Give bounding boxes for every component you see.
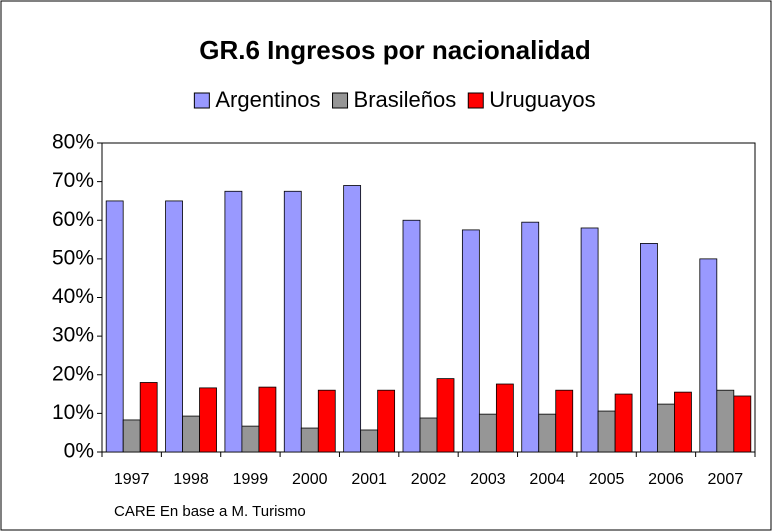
legend-label: Argentinos (215, 87, 320, 112)
bar (258, 386, 277, 453)
x-tick-label: 2000 (292, 471, 328, 488)
bar (139, 382, 158, 453)
bar (343, 185, 362, 453)
x-tick-label: 2001 (351, 471, 387, 488)
bar (495, 383, 514, 453)
bar (699, 258, 718, 453)
bar (105, 200, 124, 453)
legend-swatch (332, 92, 349, 109)
legend-swatch (193, 92, 210, 109)
bar (614, 393, 633, 453)
y-tick-label: 60% (52, 208, 94, 231)
bar (716, 389, 735, 453)
bar (461, 229, 480, 453)
y-tick-label: 0% (64, 440, 94, 463)
bar (224, 190, 243, 453)
bar (165, 200, 183, 453)
bar (657, 403, 675, 453)
bar (402, 219, 421, 453)
x-tick-label: 1999 (233, 471, 269, 488)
x-tick-label: 2005 (589, 471, 625, 488)
bar (555, 389, 574, 453)
bar (521, 221, 540, 453)
legend-label: Brasileños (354, 87, 457, 112)
bar (733, 395, 752, 453)
y-tick-label: 40% (52, 285, 94, 308)
legend-label: Uruguayos (489, 87, 595, 112)
bar (300, 427, 319, 453)
bar (640, 243, 658, 453)
x-tick-label: 2007 (708, 471, 744, 488)
y-tick-label: 70% (52, 169, 94, 192)
y-tick-label: 50% (52, 246, 94, 269)
bar (580, 227, 599, 453)
bar (283, 190, 302, 453)
x-tick-label: 2006 (648, 471, 684, 488)
chart-title: GR.6 Ingresos por nacionalidad (199, 35, 591, 65)
bar (182, 415, 200, 453)
bar (360, 429, 379, 453)
bar (317, 389, 336, 453)
bar (241, 425, 260, 453)
x-tick-label: 2002 (411, 471, 447, 488)
bar (199, 387, 217, 453)
bar (377, 389, 396, 453)
bar (419, 417, 438, 453)
bar (478, 413, 497, 453)
source-note: CARE En base a M. Turismo (114, 503, 306, 520)
x-tick-label: 2003 (470, 471, 506, 488)
bar (674, 391, 692, 453)
y-tick-label: 30% (52, 324, 94, 347)
bar (122, 419, 141, 453)
x-tick-label: 1998 (173, 471, 209, 488)
legend-swatch (467, 92, 484, 109)
bar (597, 410, 616, 453)
y-tick-label: 10% (52, 401, 94, 424)
y-tick-label: 20% (52, 362, 94, 385)
x-tick-label: 2004 (529, 471, 565, 488)
bar (538, 413, 557, 453)
bar (436, 378, 455, 453)
y-tick-label: 80% (52, 131, 94, 154)
x-tick-label: 1997 (114, 471, 150, 488)
